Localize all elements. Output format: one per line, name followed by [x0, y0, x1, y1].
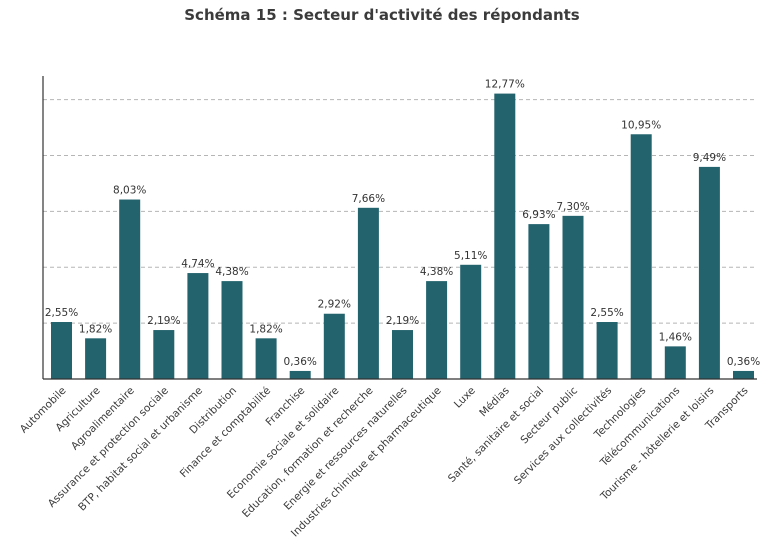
bar [187, 273, 209, 379]
bar [85, 338, 107, 379]
data-label: 7,66% [352, 193, 385, 205]
data-label: 2,55% [45, 307, 78, 319]
bar [289, 370, 311, 379]
data-label: 9,49% [693, 152, 726, 164]
bar [698, 166, 720, 379]
data-label: 2,92% [318, 299, 351, 311]
data-label: 4,38% [420, 266, 453, 278]
bar [323, 313, 345, 379]
chart-title: Schéma 15 : Secteur d'activité des répon… [184, 6, 580, 24]
data-label: 4,74% [181, 258, 214, 270]
x-tick-label: Luxe [452, 385, 478, 411]
data-label: 0,36% [284, 356, 317, 368]
x-tick-label: BTP, habitat social et urbanisme [76, 385, 205, 514]
bar [51, 322, 72, 379]
data-label: 4,38% [215, 266, 248, 278]
bar [562, 215, 584, 379]
bars [51, 93, 754, 379]
bar [153, 330, 175, 379]
bar [528, 224, 550, 379]
data-label: 2,19% [386, 315, 419, 327]
bar [460, 264, 482, 379]
data-label: 1,46% [659, 331, 692, 343]
data-labels: 2,55%1,82%8,03%2,19%4,74%4,38%1,82%0,36%… [45, 79, 760, 368]
x-tick-label: Energie et ressources naturelles [282, 385, 410, 513]
bar [664, 346, 686, 379]
bar [596, 322, 618, 379]
bar [392, 330, 413, 379]
bar [357, 207, 379, 379]
data-label: 0,36% [727, 356, 760, 368]
data-label: 6,93% [522, 209, 555, 221]
data-label: 7,30% [556, 201, 589, 213]
x-tick-labels: AutomobileAgricultureAgroalimentaireAssu… [18, 384, 751, 539]
data-label: 12,77% [485, 79, 525, 91]
data-label: 1,82% [79, 323, 112, 335]
bar [733, 370, 754, 379]
data-label: 2,19% [147, 315, 180, 327]
bar [426, 281, 448, 379]
bar [221, 281, 243, 379]
data-label: 10,95% [621, 119, 661, 131]
data-label: 8,03% [113, 185, 146, 197]
bar [255, 338, 277, 379]
data-label: 1,82% [249, 323, 282, 335]
bar [630, 134, 652, 379]
data-label: 2,55% [590, 307, 623, 319]
data-label: 5,11% [454, 250, 487, 262]
axes [42, 76, 757, 380]
x-tick-label: Agroalimentaire [69, 385, 137, 453]
bar [494, 93, 516, 379]
bar [119, 199, 141, 379]
